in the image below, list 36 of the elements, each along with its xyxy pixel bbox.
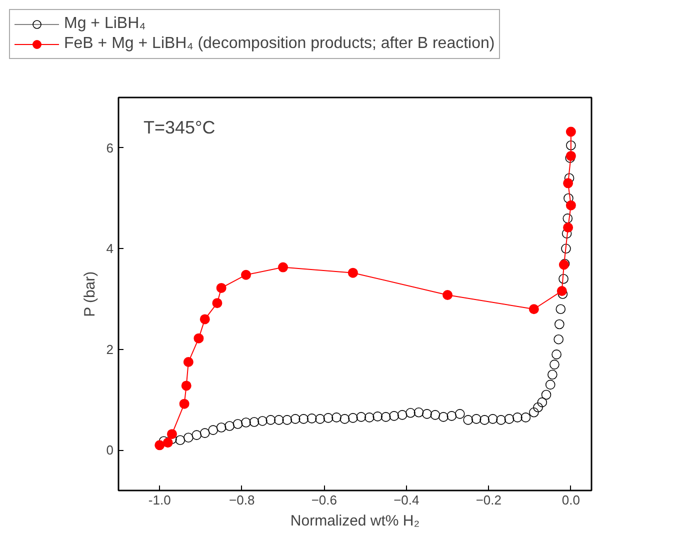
point	[278, 262, 288, 272]
annotation: T=345°C	[144, 118, 216, 138]
point	[566, 150, 576, 161]
point	[183, 357, 194, 368]
point	[216, 282, 226, 293]
point	[181, 380, 192, 391]
legend-label: Mg + LiBH₄	[64, 15, 146, 33]
point	[194, 333, 204, 344]
point	[212, 298, 222, 308]
point	[162, 438, 173, 448]
point	[241, 270, 252, 280]
y-tick-label: 4	[106, 241, 114, 256]
point	[166, 429, 177, 440]
x-tick-label: -1.0	[148, 492, 171, 508]
x-tick-label: −0.6	[311, 492, 337, 508]
point	[566, 200, 576, 210]
y-tick-label: 2	[106, 342, 114, 357]
y-tick-label: 6	[106, 140, 114, 156]
point	[563, 178, 574, 188]
y-tick-label: 0	[106, 442, 114, 458]
point	[179, 398, 190, 409]
x-axis-title: Normalized wt% H₂	[290, 512, 420, 530]
point	[442, 290, 453, 300]
x-tick-label: −0.2	[476, 492, 502, 508]
legend-label: FeB + Mg + LiBH₄ (decomposition products; after B reaction)	[64, 35, 495, 53]
point	[528, 304, 539, 314]
point	[348, 268, 358, 278]
point	[154, 440, 165, 450]
y-axis-title: P (bar)	[81, 271, 98, 317]
point	[566, 126, 576, 137]
point	[556, 286, 567, 296]
point	[200, 314, 210, 324]
x-tick-label: −0.8	[229, 492, 255, 508]
point	[563, 222, 574, 232]
x-tick-label: 0.0	[562, 492, 580, 508]
x-tick-label: −0.4	[394, 492, 420, 508]
